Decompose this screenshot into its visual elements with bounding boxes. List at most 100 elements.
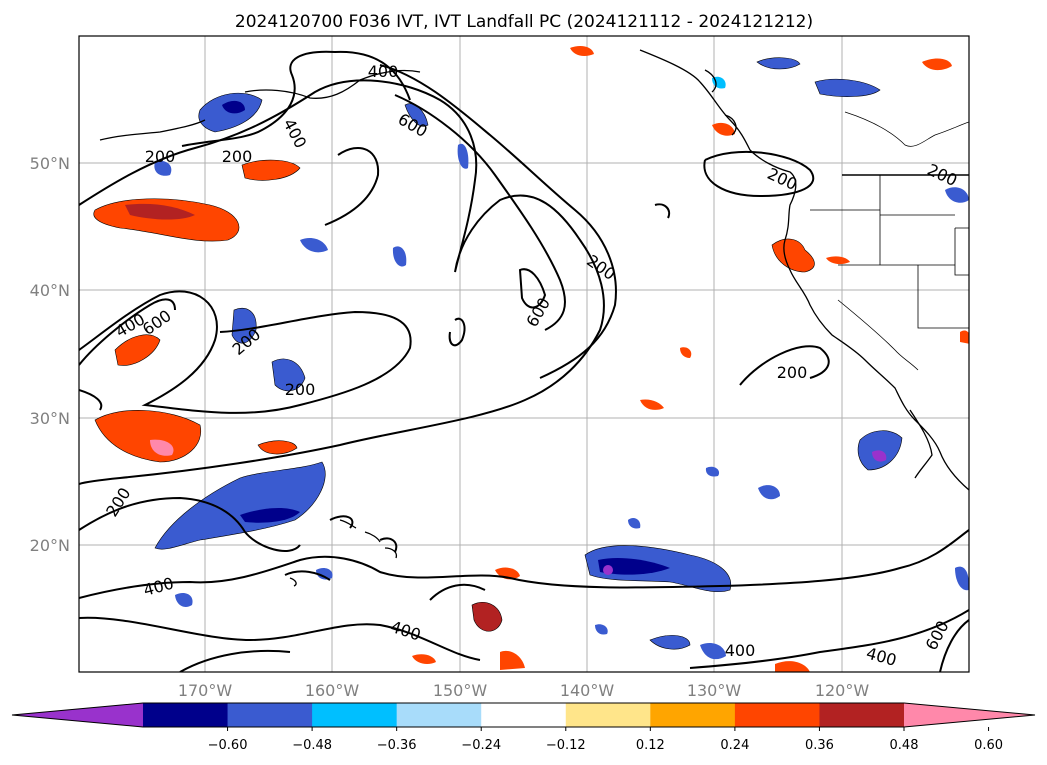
lat-label-50n: 50°N [30, 154, 70, 173]
cool-patch [628, 517, 641, 529]
coast-aleutians [244, 69, 421, 99]
colorbar-segment [819, 703, 905, 727]
cool-patch [595, 624, 608, 635]
contour-200 [79, 389, 103, 411]
contour-200 [79, 496, 301, 552]
colorbar: −0.60 −0.48 −0.36 −0.24 −0.12 0.12 0.24 0.36 0.4… [11, 702, 1036, 753]
lon-label-120w: 120°W [815, 681, 870, 700]
colorbar-segment [312, 703, 398, 727]
lat-label-30n: 30°N [30, 409, 70, 428]
state-borders-east [954, 227, 969, 276]
cool-core [598, 557, 670, 575]
warm-patch [680, 347, 692, 358]
cool-patch [300, 238, 328, 253]
cool-patch [457, 143, 469, 169]
lat-label-20n: 20°N [30, 536, 70, 555]
contour-400 [79, 616, 481, 661]
contour-400 [79, 529, 969, 599]
colorbar-tick-label: −0.24 [461, 738, 501, 753]
cool-patch [700, 643, 726, 660]
contour-200 [79, 290, 412, 414]
contour-label: 200 [145, 147, 176, 166]
lat-label-40n: 40°N [30, 281, 70, 300]
warm-patch [775, 661, 810, 672]
colorbar-segment [650, 703, 736, 727]
contour-label: 200 [222, 147, 253, 166]
contour-200 [284, 570, 331, 581]
warm-patch [826, 256, 850, 265]
cool-patch [271, 358, 306, 392]
cool-peak [603, 565, 613, 575]
contour-600 [448, 317, 466, 347]
border-ca-nv [837, 299, 919, 371]
warm-patch [771, 238, 815, 273]
contour-400 [379, 64, 617, 379]
colorbar-segment [143, 703, 229, 727]
cool-patch [175, 593, 193, 607]
cool-patch [649, 635, 691, 650]
coast-north-america [639, 49, 969, 491]
colorbar-tick-label: 0.48 [890, 738, 919, 753]
contour-600 [394, 94, 566, 331]
warm-patch [241, 159, 301, 181]
colorbar-tick-label: 0.24 [720, 738, 749, 753]
coast-hawaii [289, 519, 398, 587]
cool-patch [316, 567, 333, 580]
warm-patch [712, 122, 735, 136]
colorbar-segment [227, 703, 313, 727]
contour-600 [939, 619, 969, 672]
cool-patch [154, 461, 326, 550]
warm-patch [94, 410, 202, 463]
lon-label-150w: 150°W [433, 681, 488, 700]
contour-200 [379, 537, 398, 553]
contour-label: 400 [368, 62, 399, 81]
warm-patch [500, 650, 525, 670]
ivt-filled-regions [93, 46, 969, 672]
warm-patch [412, 654, 436, 664]
cool-patch [758, 485, 780, 500]
colorbar-outline [11, 702, 1036, 728]
contour-400 [689, 609, 969, 669]
contour-600 [324, 146, 380, 226]
latitude-labels: 50°N 40°N 30°N 20°N [30, 154, 70, 555]
coast-aleutians-west [99, 119, 206, 141]
map-title: 2024120700 F036 IVT, IVT Landfall PC (20… [235, 12, 813, 32]
coast-vancouver-island [724, 114, 737, 136]
warm-patch [257, 440, 298, 455]
colorbar-tick-label: −0.60 [208, 738, 248, 753]
colorbar-tick-label: 0.60 [974, 738, 1003, 753]
warm-patch [960, 330, 969, 344]
cool-patch [392, 246, 407, 267]
colorbar-segment [396, 703, 482, 727]
warm-patch [922, 58, 952, 71]
contour-200 [79, 79, 605, 485]
lon-label-140w: 140°W [560, 681, 615, 700]
lon-label-130w: 130°W [687, 681, 742, 700]
longitude-labels: 170°W 160°W 150°W 140°W 130°W 120°W [178, 681, 870, 700]
warm-core [125, 203, 195, 220]
colorbar-min-extension [12, 703, 143, 727]
colorbar-tick-label: −0.48 [292, 738, 332, 753]
colorbar-tick-label: −0.12 [546, 738, 586, 753]
contour-400 [429, 583, 486, 601]
colorbar-segment [481, 703, 567, 727]
cool-patch [231, 307, 257, 344]
contour-label: 400 [725, 641, 756, 660]
state-borders [810, 175, 969, 329]
colorbar-segment [734, 703, 820, 727]
map-panel: 400 400 600 200 200 600 400 600 200 200 … [30, 35, 970, 700]
coast-baja [909, 409, 933, 479]
contour-600 [518, 268, 547, 309]
cool-patch [814, 78, 881, 97]
coastlines [99, 49, 969, 587]
cool-patch [756, 57, 801, 70]
warm-patch [570, 46, 594, 56]
colorbar-max-extension [904, 703, 1035, 727]
cool-peak [872, 450, 887, 462]
warm-patch [640, 399, 664, 410]
ivt-contours [79, 50, 969, 672]
cool-core [222, 100, 245, 114]
cool-patch [705, 466, 720, 477]
contour-400 [79, 298, 176, 366]
